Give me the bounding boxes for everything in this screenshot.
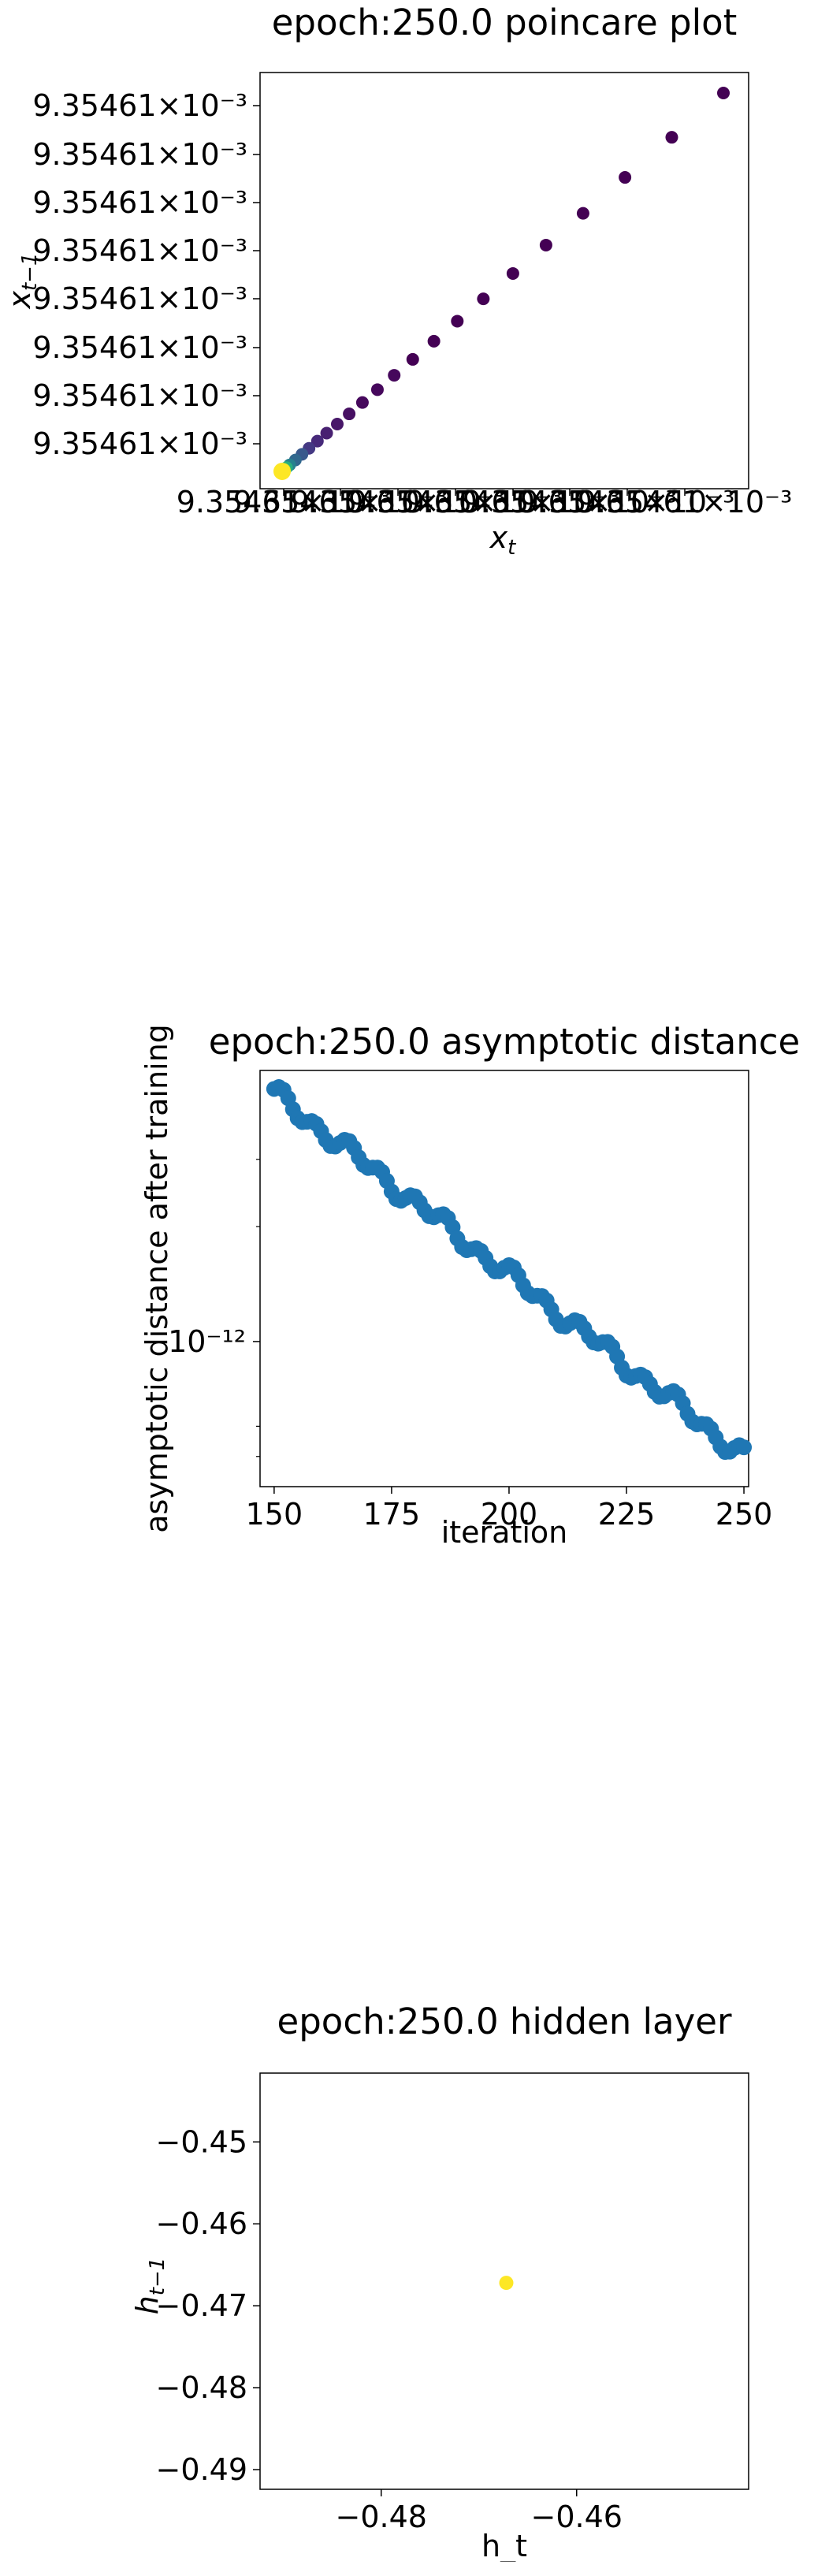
poincare-point	[310, 434, 324, 448]
asymptotic-distance-plot-area	[259, 1070, 749, 1487]
hidden-layer-points	[499, 2276, 514, 2291]
poincare-x-tick-label: 9.35461×10⁻³	[520, 485, 735, 519]
asymptotic-x-tick-label: 200	[481, 1497, 538, 1532]
poincare-y-tick-label: 9.35461×10⁻³	[32, 233, 247, 268]
asymptotic-y-ticks: 10⁻¹²	[168, 1159, 260, 1457]
poincare-point	[331, 418, 344, 430]
poincare-y-tick-label: 9.35461×10⁻³	[32, 378, 247, 413]
poincare-point	[427, 334, 441, 348]
hidden-layer-y-tick-label: −0.49	[156, 2452, 247, 2487]
poincare-y-tick-label: 9.35461×10⁻³	[32, 426, 247, 461]
asymptotic-x-ticks: 150 175 200 225 250	[246, 1487, 773, 1532]
poincare-point	[451, 315, 464, 328]
hidden-layer-title: epoch:250.0 hidden layer	[277, 2002, 732, 2042]
asymptotic-y-axis-label: asymptotic distance after training	[139, 1024, 174, 1533]
poincare-plot-title: epoch:250.0 poincare plot	[272, 2, 738, 43]
poincare-point	[576, 207, 589, 220]
poincare-x-tick-label: 9.35461×10⁻³	[291, 485, 506, 519]
hidden-layer-x-ticks: −0.48 −0.46	[336, 2489, 623, 2534]
hidden-layer-y-ticks: −0.45 −0.46 −0.47 −0.48 −0.49	[156, 2124, 260, 2487]
poincare-plot-area	[259, 72, 749, 490]
poincare-x-axis-label: xt	[489, 520, 517, 560]
asymptotic-distance-title: epoch:250.0 asymptotic distance	[209, 1021, 800, 1063]
asymptotic-x-axis-label: iteration	[441, 1515, 568, 1550]
poincare-points	[273, 87, 730, 480]
poincare-point	[506, 266, 519, 280]
poincare-y-ticks: 9.35461×10⁻³ 9.35461×10⁻³ 9.35461×10⁻³ 9.35…	[32, 88, 260, 461]
poincare-x-tick-label: 9.35461×10⁻³	[177, 485, 392, 519]
poincare-x-tick-label: 9.35461×10⁻³	[406, 485, 621, 519]
asymptotic-x-tick-label: 175	[363, 1497, 421, 1532]
hidden-layer-x-tick-label: −0.46	[531, 2500, 623, 2534]
poincare-y-tick-label: 9.35461×10⁻³	[32, 185, 247, 220]
poincare-point	[477, 292, 490, 306]
poincare-x-ticks: 9.35461×10⁻³9.35461×10⁻³9.35461×10⁻³9.35…	[177, 485, 793, 519]
hidden-layer-x-tick-label: −0.48	[336, 2500, 427, 2534]
poincare-y-tick-label: 9.35461×10⁻³	[32, 330, 247, 365]
poincare-plot-chart: epoch:250.0 poincare plot 9.35461×10⁻³9.…	[2, 2, 793, 560]
hidden-layer-y-tick-label: −0.46	[156, 2206, 247, 2241]
poincare-x-tick-label: 9.35461×10⁻³	[233, 485, 448, 519]
hidden-layer-y-axis-label: ht−1	[130, 2258, 169, 2315]
asymptotic-point	[736, 1439, 753, 1456]
asymptotic-distance-chart: epoch:250.0 asymptotic distance 150 175 20…	[139, 1021, 800, 1550]
poincare-point	[539, 238, 552, 251]
hidden-layer-y-tick-label: −0.45	[156, 2124, 247, 2159]
poincare-point	[619, 171, 632, 184]
poincare-y-tick-label: 9.35461×10⁻³	[32, 281, 247, 316]
poincare-point	[388, 369, 401, 382]
poincare-x-tick-label: 9.35461×10⁻³	[463, 485, 678, 519]
poincare-point	[273, 463, 291, 480]
poincare-point	[355, 396, 369, 409]
hidden-layer-point	[499, 2276, 514, 2291]
poincare-x-tick-label: 9.35461×10⁻³	[578, 485, 793, 519]
poincare-point	[406, 352, 419, 366]
poincare-y-tick-label: 9.35461×10⁻³	[32, 137, 247, 172]
poincare-y-axis-label: xt−1	[2, 252, 42, 309]
hidden-layer-y-tick-label: −0.47	[156, 2288, 247, 2323]
poincare-point	[343, 408, 356, 421]
hidden-layer-chart: epoch:250.0 hidden layer −0.48 −0.46 −0.4…	[130, 2002, 749, 2562]
hidden-layer-x-axis-label: h_t	[481, 2529, 527, 2562]
asymptotic-points	[266, 1079, 753, 1461]
asymptotic-x-tick-label: 150	[246, 1497, 303, 1532]
asymptotic-y-tick-label: 10⁻¹²	[168, 1324, 246, 1359]
poincare-point	[717, 87, 730, 99]
poincare-point	[370, 383, 384, 396]
asymptotic-x-tick-label: 225	[598, 1497, 656, 1532]
asymptotic-x-tick-label: 250	[716, 1497, 773, 1532]
poincare-y-tick-label: 9.35461×10⁻³	[32, 88, 247, 123]
poincare-point	[665, 131, 678, 144]
hidden-layer-y-tick-label: −0.48	[156, 2370, 247, 2405]
poincare-x-tick-label: 9.35461×10⁻³	[348, 485, 563, 519]
poincare-point	[320, 426, 333, 440]
